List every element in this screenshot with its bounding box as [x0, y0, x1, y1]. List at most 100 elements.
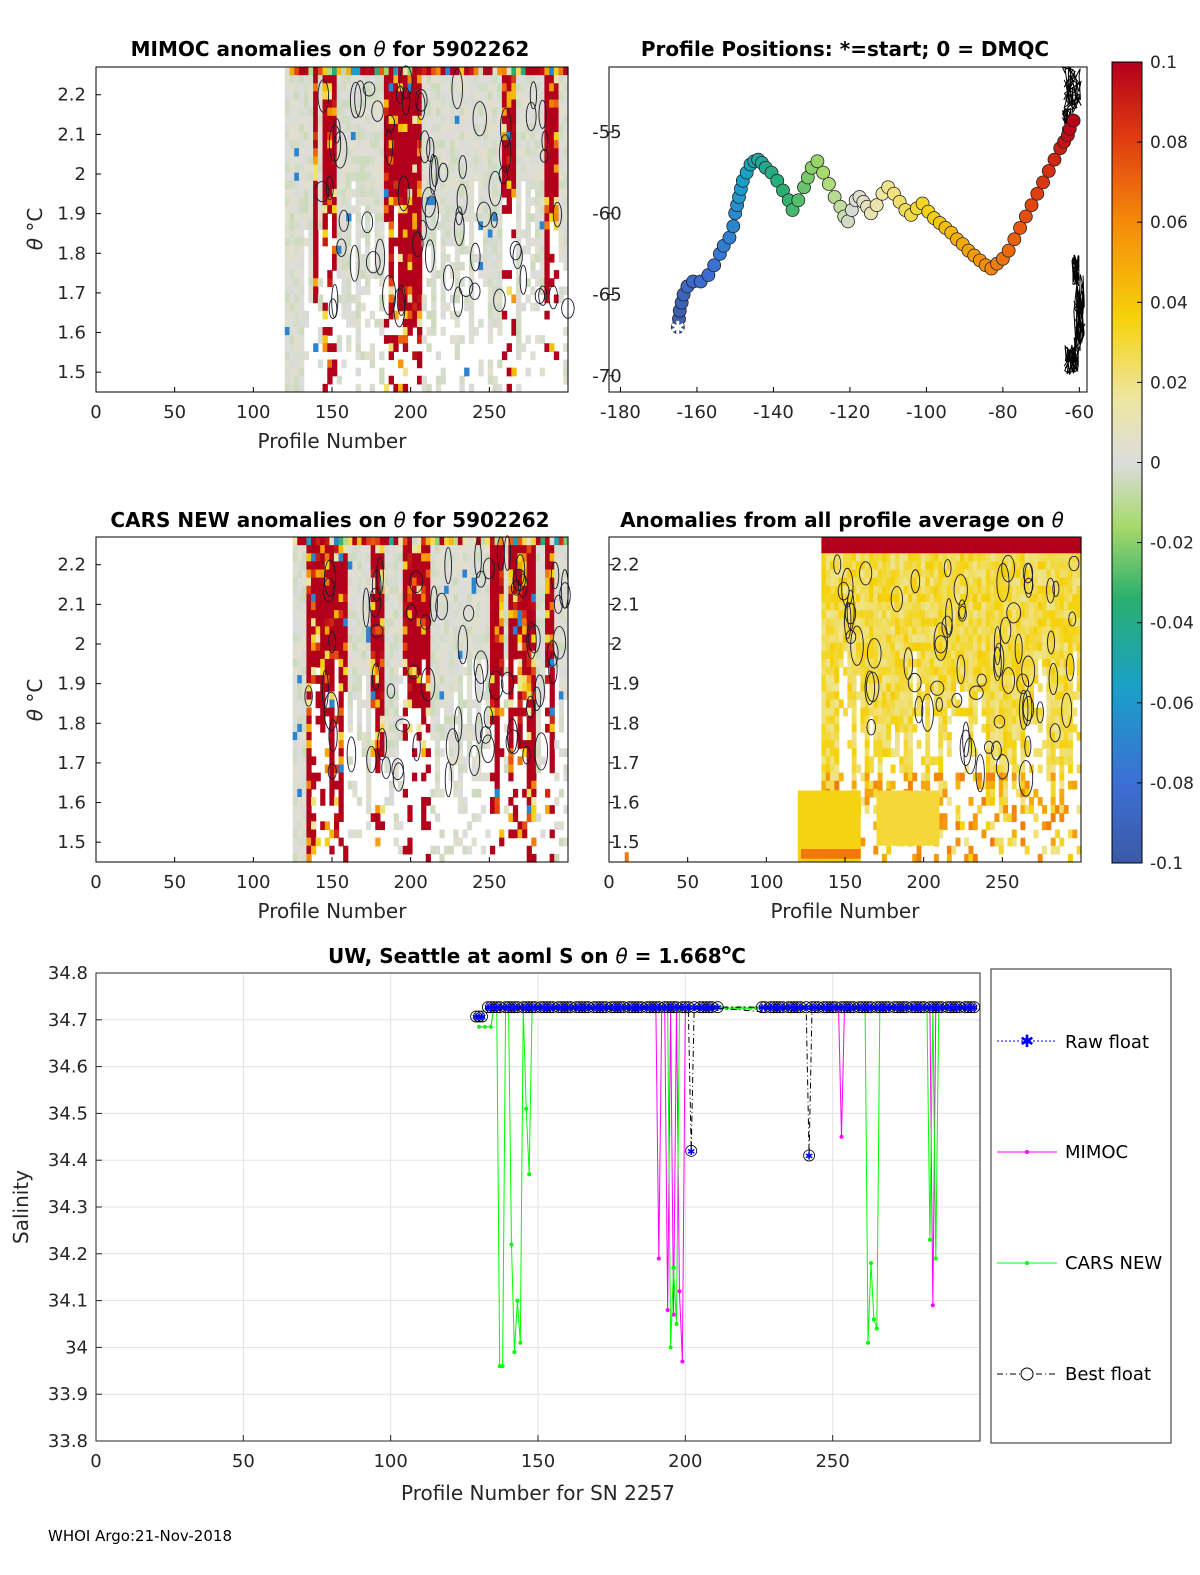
heatmap-cell	[356, 545, 363, 554]
heatmap-cell	[830, 626, 835, 636]
heatmap-cell	[297, 813, 303, 822]
heatmap-cell	[416, 723, 422, 733]
heatmap-cell	[516, 75, 522, 84]
heatmap-cell	[355, 164, 361, 174]
x-tick-label: 50	[163, 402, 186, 423]
heatmap-cell	[955, 585, 961, 595]
heatmap-cell	[289, 343, 295, 352]
heatmap-cell	[317, 99, 324, 109]
heatmap-cell	[369, 343, 376, 352]
heatmap-cell	[471, 593, 477, 603]
contour	[325, 175, 334, 201]
heatmap-cell	[426, 99, 432, 109]
heatmap-cell	[907, 634, 913, 644]
heatmap-cell	[471, 537, 477, 546]
heatmap-cell	[554, 650, 560, 660]
heatmap-cell	[462, 537, 468, 546]
heatmap-cell	[467, 577, 473, 587]
contour	[406, 604, 417, 621]
heatmap-cell	[873, 732, 879, 741]
heatmap-cell	[329, 593, 335, 603]
heatmap-cell	[383, 83, 390, 92]
heatmap-cell	[864, 756, 870, 766]
heatmap-cell	[873, 561, 879, 571]
heatmap-cell	[416, 537, 422, 546]
heatmap-cell	[303, 164, 309, 174]
heatmap-cell	[512, 593, 519, 603]
heatmap-cell	[830, 593, 835, 603]
heatmap-cell	[977, 626, 983, 636]
heatmap-cell	[327, 99, 333, 109]
heatmap-cell	[324, 593, 330, 603]
heatmap-cell	[478, 270, 484, 279]
heatmap-cell	[336, 188, 343, 198]
heatmap-cell	[411, 545, 418, 554]
heatmap-cell	[531, 593, 537, 603]
heatmap-cell	[959, 610, 965, 619]
heatmap-cell	[544, 237, 550, 247]
heatmap-cell	[480, 772, 486, 782]
heatmap-cell	[327, 343, 333, 352]
heatmap-cell	[416, 213, 423, 222]
heatmap-cell	[315, 837, 321, 847]
heatmap-cell	[549, 748, 555, 757]
heatmap-cell	[284, 270, 291, 279]
heatmap-cell	[389, 626, 395, 636]
heatmap-cell	[294, 83, 300, 92]
heatmap-cell	[929, 537, 935, 546]
heatmap-cell	[830, 715, 835, 725]
heatmap-cell	[350, 107, 357, 117]
heatmap-cell	[544, 310, 550, 320]
heatmap-cell	[448, 732, 454, 741]
heatmap-cell	[289, 237, 295, 247]
heatmap-cell	[457, 650, 464, 660]
heatmap-cell	[535, 756, 542, 766]
heatmap-cell	[942, 610, 948, 619]
heatmap-cell	[473, 327, 479, 336]
heatmap-cell	[535, 740, 542, 749]
heatmap-cell	[985, 732, 991, 741]
heatmap-cell	[512, 585, 519, 595]
heatmap-cell	[375, 593, 381, 603]
heatmap-cell	[968, 545, 974, 554]
heatmap-cell	[450, 148, 456, 157]
heatmap-cell	[311, 561, 317, 571]
heatmap-cell	[341, 237, 347, 247]
heatmap-cell	[333, 813, 340, 822]
heatmap-cell	[487, 318, 494, 328]
heatmap-cell	[912, 577, 918, 587]
heatmap-cell	[298, 156, 305, 166]
heatmap-cell	[450, 229, 456, 239]
heatmap-cell	[492, 262, 498, 271]
heatmap-cell	[972, 626, 978, 636]
heatmap-cell	[454, 99, 461, 109]
heatmap-cell	[501, 99, 508, 109]
heatmap-cell	[407, 148, 413, 157]
heatmap-cell	[416, 75, 423, 84]
heatmap-cell	[289, 148, 295, 157]
heatmap-cell	[384, 602, 390, 611]
heatmap-cell	[920, 561, 926, 571]
heatmap-cell	[860, 837, 866, 847]
heatmap-cell	[416, 245, 423, 255]
heatmap-cell	[912, 618, 918, 627]
heatmap-cell	[398, 537, 404, 546]
heatmap-cell	[462, 618, 468, 627]
heatmap-cell	[497, 237, 503, 247]
heatmap-cell	[426, 343, 432, 352]
heatmap-cell	[487, 375, 494, 385]
heatmap-cell	[379, 115, 385, 125]
heatmap-cell	[379, 270, 385, 279]
contour	[552, 201, 562, 228]
contour	[382, 274, 397, 316]
heatmap-cell	[549, 577, 555, 587]
heatmap-cell	[393, 593, 399, 603]
heatmap-cell	[834, 699, 840, 709]
heatmap-cell	[468, 197, 475, 206]
heatmap-cell	[530, 172, 536, 182]
track-point	[869, 198, 884, 213]
heatmap-cell	[352, 585, 358, 595]
heatmap-cell	[440, 262, 446, 271]
heatmap-cell	[448, 715, 454, 725]
heatmap-cell	[925, 732, 931, 741]
